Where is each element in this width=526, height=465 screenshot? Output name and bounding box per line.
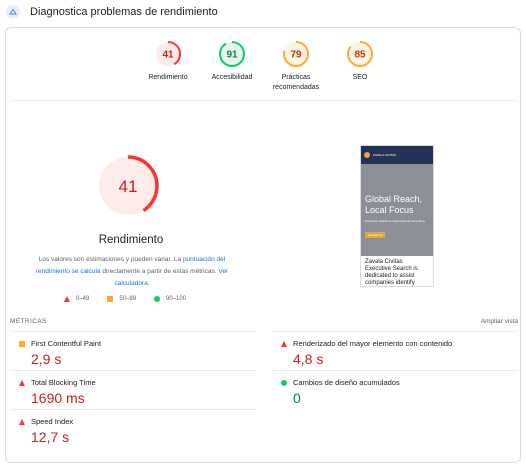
section-divider	[12, 100, 516, 101]
metrics-title: MÉTRICAS	[10, 318, 47, 325]
svg-text:85: 85	[354, 50, 366, 61]
brand-logo-icon	[364, 152, 370, 158]
gauge-label-seo: SEO	[352, 74, 368, 81]
metric-fcp: First Contentful Paint 2,9 s	[10, 331, 256, 371]
gauge-label-best-practices: Prácticas recomendadas	[272, 74, 320, 91]
performance-big-gauge: 41	[97, 155, 159, 217]
triangle-icon	[19, 380, 25, 386]
page-title: Diagnostica problemas de rendimiento	[30, 6, 218, 18]
legend-good: 90–100	[154, 296, 186, 302]
legend-poor: 0–49	[64, 296, 89, 302]
page-header: Diagnostica problemas de rendimiento	[0, 0, 526, 24]
circle-icon	[154, 296, 161, 302]
svg-text:91: 91	[226, 50, 238, 61]
metric-tbt: Total Blocking Time 1690 ms	[10, 370, 256, 410]
screenshot-hero: Global Reach, Local Focus Executive sear…	[361, 164, 433, 256]
performance-description: Los valores son estimaciones y pueden va…	[35, 256, 229, 287]
gauge-accessibility[interactable]: 91 Accesibilidad	[192, 40, 272, 83]
gauge-ring-best-practices: 79	[283, 41, 309, 67]
gauge-seo[interactable]: 85 SEO	[320, 40, 400, 83]
square-icon	[19, 341, 25, 347]
metric-speed-index: Speed Index 12,7 s	[10, 409, 256, 449]
gauge-label-performance: Rendimiento	[148, 74, 188, 81]
circle-icon	[281, 380, 287, 386]
score-legend: 0–49 50–89 90–100	[64, 296, 214, 302]
expand-view-toggle[interactable]: Ampliar vista	[480, 318, 518, 325]
metrics-header: MÉTRICAS Ampliar vista	[10, 316, 518, 330]
gauge-best-practices[interactable]: 79 Prácticas recomendadas	[256, 40, 336, 93]
page-screenshot: ZAVALA CIVITAS Global Reach, Local Focus…	[360, 145, 434, 287]
metric-cls: Cambios de diseño acumulados 0	[272, 370, 518, 410]
screenshot-navbar: ZAVALA CIVITAS	[361, 146, 433, 164]
triangle-icon	[64, 296, 70, 302]
metric-lcp: Renderizado del mayor elemento con conte…	[272, 331, 518, 371]
gauge-ring-performance: 41	[155, 41, 181, 67]
triangle-icon	[19, 419, 25, 425]
performance-score: 41	[119, 177, 138, 196]
square-icon	[107, 296, 114, 302]
gauge-ring-accessibility: 91	[219, 41, 245, 67]
legend-average: 50–89	[107, 296, 136, 302]
gauge-label-accessibility: Accesibilidad	[211, 74, 253, 81]
triangle-icon	[281, 341, 287, 347]
score-calc-link[interactable]: puntuación del rendimiento se calcula	[35, 256, 226, 275]
pagespeed-icon	[6, 5, 20, 19]
gauge-performance[interactable]: 41 Rendimiento	[128, 40, 208, 83]
gauge-ring-seo: 85	[347, 41, 373, 67]
calculator-link[interactable]: Ver calculadora.	[114, 268, 229, 287]
report-card: 41 Rendimiento 91 Accesibilidad 79 Práct…	[5, 27, 521, 463]
svg-text:79: 79	[290, 50, 302, 61]
svg-text:41: 41	[162, 50, 174, 61]
performance-title: Rendimiento	[98, 234, 164, 246]
score-gauges: 41 Rendimiento 91 Accesibilidad 79 Práct…	[6, 28, 520, 102]
